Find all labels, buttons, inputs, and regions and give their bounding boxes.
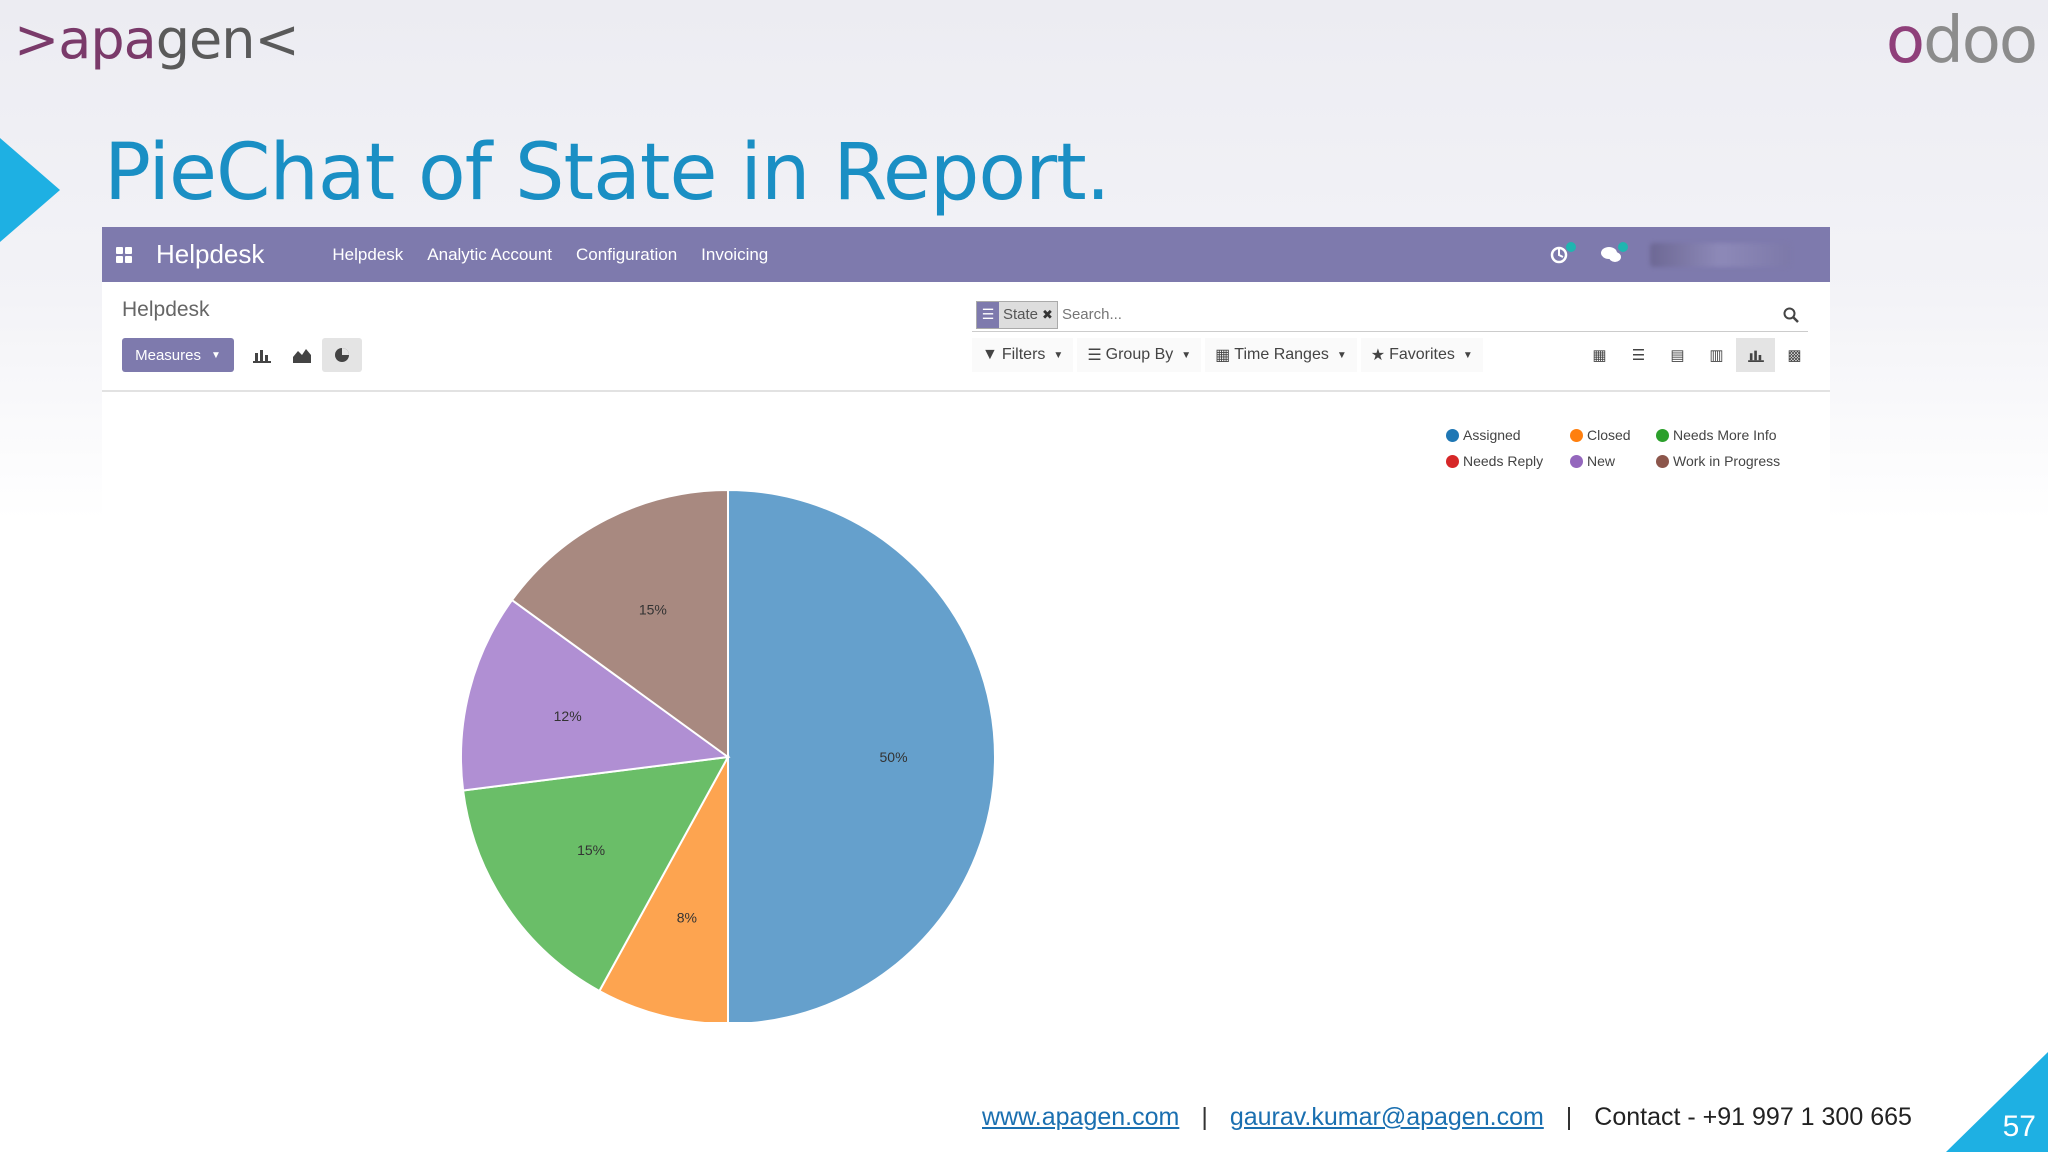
graph-icon	[1747, 350, 1764, 362]
pie-slice-label: 8%	[677, 909, 697, 925]
calendar-view-button[interactable]: ▤	[1658, 338, 1697, 372]
remove-facet-icon[interactable]: ✖	[1042, 306, 1053, 322]
email-link[interactable]: gaurav.kumar@apagen.com	[1229, 1103, 1544, 1131]
view-switcher: ▦ ☰ ▤ ▥ ▩	[1580, 338, 1814, 372]
legend-item[interactable]: Assigned	[1446, 427, 1570, 443]
menu-item-invoicing[interactable]: Invoicing	[701, 244, 769, 264]
filter-icon: ▼	[982, 346, 998, 363]
legend-swatch	[1656, 428, 1669, 442]
star-icon: ★	[1370, 347, 1386, 364]
search-input[interactable]	[1057, 306, 1774, 323]
legend-label: Needs More Info	[1673, 427, 1777, 443]
kanban-icon: ▦	[1592, 347, 1607, 364]
odoo-app-screenshot: Helpdesk Helpdesk Analytic Account Confi…	[102, 227, 1830, 1022]
legend-swatch	[1570, 454, 1583, 468]
pie-slice-assigned[interactable]	[727, 488, 996, 1022]
pie-chart-icon	[335, 348, 349, 362]
group-by-list-icon: ☰	[977, 301, 999, 328]
legend-item[interactable]: Needs Reply	[1446, 453, 1570, 469]
legend-item[interactable]: Work in Progress	[1656, 453, 1796, 469]
menu-item-helpdesk[interactable]: Helpdesk	[332, 244, 404, 264]
footer-separator: |	[1201, 1103, 1208, 1131]
graph-mode-buttons	[242, 338, 362, 372]
cohort-view-button[interactable]: ▩	[1775, 338, 1814, 372]
legend-swatch	[1656, 454, 1669, 468]
legend-item[interactable]: Closed	[1570, 427, 1656, 443]
graph-view-button[interactable]	[1736, 338, 1775, 372]
breadcrumb[interactable]: Helpdesk	[122, 298, 210, 321]
slide-title: PieChat of State in Report.	[104, 128, 1111, 218]
measures-button[interactable]: Measures ▼	[122, 338, 234, 372]
chart-legend: Assigned Closed Needs More Info Needs Reply…	[1446, 427, 1796, 469]
chat-icon[interactable]	[1598, 241, 1628, 266]
bars-icon: ☰	[1087, 347, 1102, 364]
pie-chart-mode-button[interactable]	[322, 338, 362, 372]
legend-label: Assigned	[1463, 427, 1521, 443]
legend-label: Work in Progress	[1673, 453, 1781, 469]
legend-label: Needs Reply	[1463, 453, 1544, 469]
calendar-icon: ▤	[1670, 347, 1685, 364]
slide-footer: www.apagen.com | gaurav.kumar@apagen.com…	[982, 1103, 1912, 1132]
legend-label: New	[1587, 453, 1616, 469]
menu-item-analytic-account[interactable]: Analytic Account	[427, 244, 553, 264]
pie-slice-needs-more-info[interactable]	[461, 755, 730, 993]
website-link[interactable]: www.apagen.com	[982, 1103, 1180, 1131]
pie-slice-new[interactable]	[460, 598, 731, 792]
caret-down-icon: ▼	[210, 349, 221, 361]
navbar-menu: Helpdesk Analytic Account Configuration …	[332, 245, 768, 265]
pie-slice-label: 50%	[880, 749, 908, 765]
navbar-systray	[1546, 241, 1830, 267]
bar-chart-mode-button[interactable]	[242, 338, 282, 372]
user-menu-avatar[interactable]	[1650, 242, 1790, 267]
search-icon[interactable]	[1774, 307, 1808, 323]
legend-swatch	[1446, 428, 1459, 442]
search-options: ▼ Filters ▼ ☰ Group By ▼ ▦ Time Ranges ▼ ★ Favo…	[972, 338, 1483, 372]
grid-icon: ▩	[1787, 347, 1802, 364]
pie-slice-closed[interactable]	[598, 756, 729, 1022]
area-chart-icon	[293, 349, 311, 363]
footer-separator: |	[1565, 1103, 1573, 1131]
pie-slice-label: 15%	[577, 842, 605, 858]
corner-decoration	[1946, 1052, 2048, 1152]
menu-item-configuration[interactable]: Configuration	[576, 244, 678, 264]
pivot-icon: ▥	[1709, 347, 1724, 364]
activity-icon[interactable]	[1546, 241, 1576, 266]
list-icon: ☰	[1631, 347, 1646, 364]
legend-swatch	[1446, 454, 1459, 468]
group-by-dropdown[interactable]: ☰ Group By ▼	[1077, 338, 1202, 372]
search-bar: ☰ State ✖	[972, 298, 1808, 332]
pie-chart: 50% 8% 15% 12% 15%	[460, 488, 996, 1022]
kanban-view-button[interactable]: ▦	[1580, 338, 1619, 372]
legend-swatch	[1570, 428, 1583, 442]
apps-grid-icon[interactable]	[116, 246, 132, 263]
pie-slice-label: 15%	[639, 602, 667, 618]
control-panel: Helpdesk Measures ▼ ☰ State ✖	[102, 282, 1830, 392]
apagen-logo: >apagen<	[14, 8, 300, 71]
legend-item[interactable]: New	[1570, 453, 1656, 469]
slide-arrow-decoration	[0, 138, 60, 242]
navbar-brand[interactable]: Helpdesk	[156, 239, 265, 269]
calendar-icon: ▦	[1215, 347, 1231, 364]
page-number: 57	[2002, 1110, 2036, 1143]
pie-slice-work-in-progress[interactable]	[510, 488, 729, 759]
pie-slice-label: 12%	[554, 708, 582, 724]
top-navbar: Helpdesk Helpdesk Analytic Account Confi…	[102, 227, 1830, 282]
line-chart-mode-button[interactable]	[282, 338, 322, 372]
pivot-view-button[interactable]: ▥	[1697, 338, 1736, 372]
time-ranges-dropdown[interactable]: ▦ Time Ranges ▼	[1205, 338, 1357, 372]
list-view-button[interactable]: ☰	[1619, 338, 1658, 372]
contact-text: Contact - +91 997 1 300 665	[1594, 1103, 1912, 1131]
odoo-logo: odoo	[1885, 4, 2038, 78]
legend-item[interactable]: Needs More Info	[1656, 427, 1796, 443]
bar-chart-icon	[253, 350, 271, 363]
favorites-dropdown[interactable]: ★ Favorites ▼	[1360, 338, 1483, 372]
filters-dropdown[interactable]: ▼ Filters ▼	[972, 338, 1074, 372]
legend-label: Closed	[1587, 427, 1631, 443]
search-facet-groupby[interactable]: ☰ State ✖	[976, 300, 1058, 329]
